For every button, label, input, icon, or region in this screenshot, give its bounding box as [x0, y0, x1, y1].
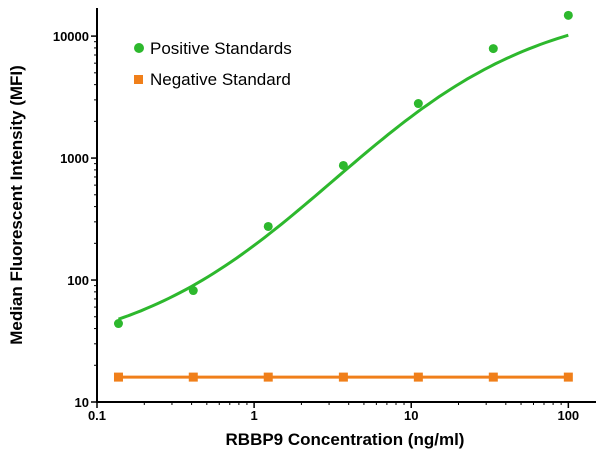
data-point-positive: [488, 44, 498, 54]
y-tick-label: 10000: [53, 29, 89, 44]
legend: Positive Standards Negative Standard: [134, 39, 292, 89]
legend-item-negative: Negative Standard: [134, 70, 291, 89]
data-point-positive: [563, 10, 573, 20]
data-point-positive: [188, 286, 198, 296]
x-tick-label: 0.1: [88, 408, 106, 423]
legend-label-positive: Positive Standards: [150, 39, 292, 58]
data-point-negative: [338, 372, 348, 382]
data-point-negative: [413, 372, 423, 382]
y-tick-label: 100: [67, 273, 89, 288]
minor-ticks: [94, 41, 562, 405]
y-ticks: 10 100 1000 10000: [53, 29, 97, 410]
data-point-positive: [413, 99, 423, 109]
data-point-positive: [113, 319, 123, 329]
data-point-positive: [263, 221, 273, 231]
data-point-negative: [113, 372, 123, 382]
fit-curve-positive: [117, 33, 569, 321]
legend-item-positive: Positive Standards: [134, 39, 292, 58]
x-tick-label: 1: [250, 408, 257, 423]
y-tick-label: 10: [75, 395, 89, 410]
data-point-positive: [338, 160, 348, 170]
x-ticks: 0.1 1 10 100: [88, 402, 579, 423]
legend-marker-negative: [134, 75, 143, 84]
legend-label-negative: Negative Standard: [150, 70, 291, 89]
y-tick-label: 1000: [60, 151, 89, 166]
x-axis-title: RBBP9 Concentration (ng/ml): [226, 430, 465, 449]
data-point-negative: [488, 372, 498, 382]
legend-marker-positive: [134, 43, 144, 53]
data-point-negative: [563, 372, 573, 382]
data-point-negative: [263, 372, 273, 382]
x-tick-label: 10: [404, 408, 418, 423]
y-axis-title: Median Fluorescent Intensity (MFI): [7, 65, 26, 345]
data-point-negative: [188, 372, 198, 382]
x-tick-label: 100: [557, 408, 579, 423]
axes: 0.1 1 10 100 10 100 1000 10000: [53, 8, 596, 423]
series-layer: [113, 10, 573, 382]
